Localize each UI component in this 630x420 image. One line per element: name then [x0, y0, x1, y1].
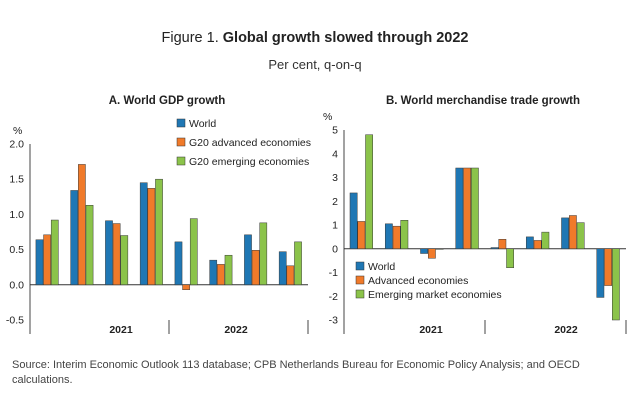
bar-b-advanced-2021Q1 — [357, 221, 366, 250]
bar-b-advanced-2022Q2 — [533, 240, 542, 250]
y-tick-label: 2 — [332, 196, 338, 208]
bar-a-emerging-2021Q4 — [155, 178, 163, 286]
y-tick-label: -2 — [329, 291, 338, 303]
bar-a-emerging-2022Q1 — [189, 218, 198, 286]
bar-a-advanced-2022Q4 — [286, 265, 295, 286]
figure-title-text: Global growth slowed through 2022 — [222, 30, 469, 46]
y-tick-label: 1.0 — [9, 209, 24, 221]
bar-b-world-2022Q2 — [525, 236, 534, 250]
bar-a-emerging-2021Q1 — [50, 219, 59, 286]
bar-a-world-2021Q3 — [105, 220, 113, 286]
year-label-a-2022: 2022 — [224, 324, 248, 336]
bar-b-advanced-2022Q3 — [569, 215, 577, 249]
y-unit-label-a: % — [13, 125, 22, 137]
bar-b-world-2022Q1 — [490, 247, 499, 249]
bar-a-world-2022Q4 — [278, 251, 287, 286]
legend-swatch-a-advanced — [176, 137, 186, 147]
bar-a-world-2022Q3 — [244, 234, 252, 286]
y-tick-label: 5 — [332, 125, 338, 137]
figure-title: Figure 1. Global growth slowed through 2… — [0, 30, 630, 46]
legend-label-a-emerging: G20 emerging economies — [189, 156, 309, 168]
bar-a-world-2022Q2 — [209, 259, 218, 286]
bar-a-advanced-2021Q1 — [43, 234, 51, 286]
year-label-b-2021: 2021 — [419, 324, 443, 336]
legend-label-b-world: World — [368, 261, 395, 273]
bar-b-emerging-2022Q2 — [541, 231, 550, 250]
bar-a-emerging-2022Q4 — [294, 241, 302, 286]
bar-b-emerging-2021Q4 — [471, 167, 479, 249]
bar-a-world-2021Q4 — [139, 182, 148, 286]
y-tick-label: -1 — [329, 267, 338, 279]
bar-b-world-2021Q1 — [349, 192, 358, 250]
bar-a-advanced-2022Q2 — [217, 264, 225, 286]
bar-a-emerging-2022Q3 — [259, 222, 268, 286]
panel-title-b: B. World merchandise trade growth — [386, 95, 580, 107]
panel-title-a: A. World GDP growth — [109, 95, 226, 107]
bar-a-advanced-2022Q1 — [182, 284, 190, 290]
bar-a-advanced-2021Q2 — [78, 164, 86, 286]
legend-label-b-emerging: Emerging market economies — [368, 289, 502, 301]
year-label-b-2022: 2022 — [554, 324, 578, 336]
bar-a-world-2021Q1 — [35, 239, 44, 286]
y-tick-label: -0.5 — [6, 315, 24, 327]
legend-swatch-b-world — [355, 261, 365, 271]
y-tick-label: 1.5 — [9, 174, 24, 186]
y-tick-label: 3 — [332, 172, 338, 184]
bar-b-emerging-2022Q3 — [576, 222, 585, 250]
bar-a-advanced-2021Q3 — [112, 223, 121, 286]
bar-b-advanced-2021Q2 — [392, 225, 401, 250]
bar-b-emerging-2021Q3 — [435, 248, 444, 250]
legend-swatch-b-advanced — [355, 275, 365, 285]
bar-a-world-2022Q1 — [174, 241, 183, 286]
bar-b-world-2021Q4 — [455, 167, 464, 249]
legend-swatch-a-world — [176, 118, 186, 128]
legend-label-a-world: World — [189, 118, 216, 130]
year-label-a-2021: 2021 — [109, 324, 133, 336]
bar-a-emerging-2022Q2 — [224, 254, 233, 286]
y-tick-label: 0 — [332, 243, 338, 255]
legend-label-b-advanced: Advanced economies — [368, 275, 468, 287]
bar-b-advanced-2021Q4 — [463, 167, 471, 249]
bar-b-emerging-2022Q4 — [612, 248, 620, 321]
bar-a-emerging-2021Q2 — [85, 205, 94, 286]
y-tick-label: 2.0 — [9, 139, 24, 151]
figure-prefix: Figure 1. — [161, 30, 219, 46]
bar-b-advanced-2022Q4 — [604, 248, 612, 286]
figure-subtitle: Per cent, q-on-q — [268, 57, 362, 72]
legend-swatch-b-emerging — [355, 289, 365, 299]
bar-a-emerging-2021Q3 — [120, 235, 129, 286]
y-tick-label: -3 — [329, 315, 338, 327]
bar-b-world-2021Q2 — [384, 223, 393, 249]
bar-a-advanced-2022Q3 — [251, 250, 260, 286]
legend-label-a-advanced: G20 advanced economies — [189, 137, 311, 149]
bar-b-advanced-2021Q3 — [428, 248, 436, 259]
y-tick-label: 0.0 — [9, 279, 24, 291]
y-tick-label: 0.5 — [9, 244, 24, 256]
legend-swatch-a-emerging — [176, 156, 186, 166]
y-tick-label: 4 — [332, 148, 338, 160]
bar-b-world-2022Q3 — [561, 217, 569, 250]
bar-b-advanced-2022Q1 — [498, 239, 507, 249]
y-unit-label-b: % — [323, 111, 332, 123]
bar-a-world-2021Q2 — [70, 190, 79, 286]
bar-b-emerging-2021Q2 — [400, 220, 409, 249]
bar-b-world-2021Q3 — [420, 248, 428, 254]
bar-b-emerging-2022Q1 — [506, 248, 514, 268]
bar-b-world-2022Q4 — [596, 248, 605, 298]
source-note: Source: Interim Economic Outlook 113 dat… — [12, 359, 580, 386]
bar-b-emerging-2021Q1 — [365, 134, 373, 249]
bar-a-advanced-2021Q4 — [147, 188, 156, 286]
y-tick-label: 1 — [332, 220, 338, 232]
